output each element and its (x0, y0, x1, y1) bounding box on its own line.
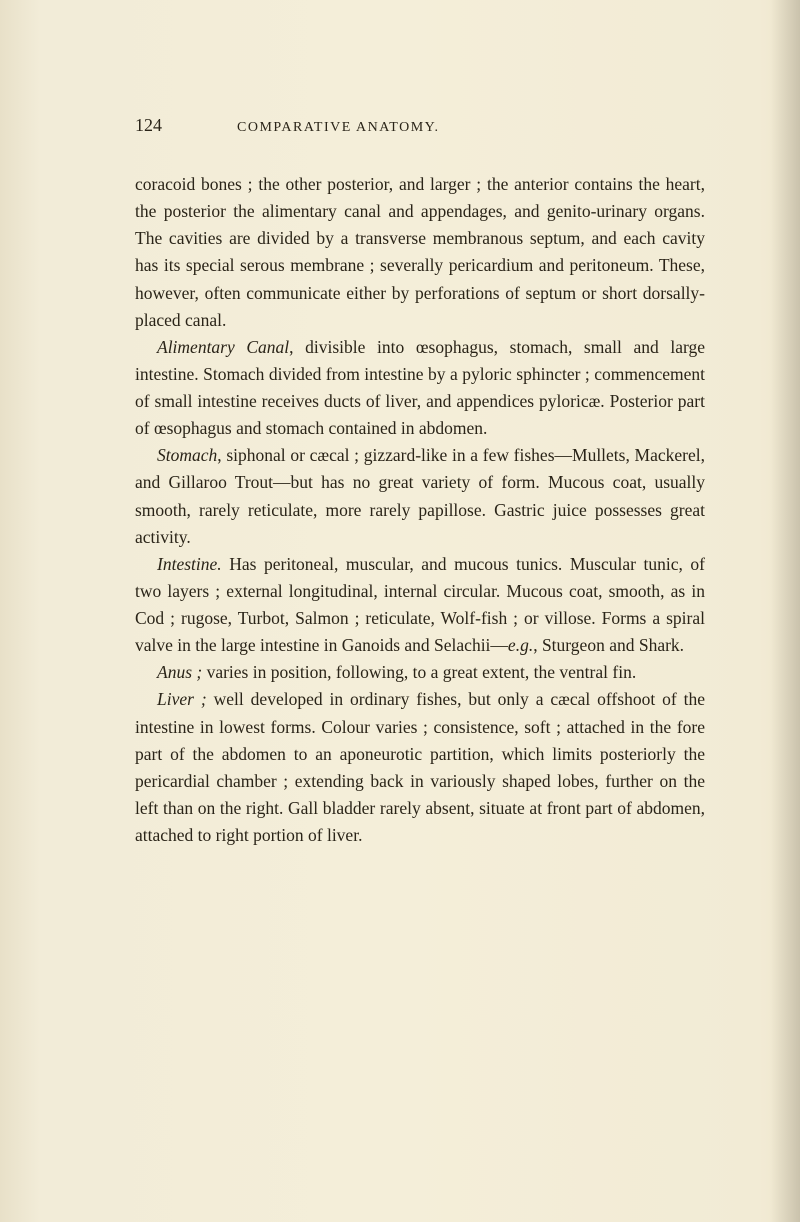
book-page: 124 COMPARATIVE ANATOMY. coracoid bones … (0, 0, 800, 1222)
body-text: coracoid bones ; the other posterior, an… (135, 171, 705, 849)
paragraph: Stomach, siphonal or cæcal ; gizzard-lik… (135, 442, 705, 551)
paragraph: Anus ; varies in position, following, to… (135, 659, 705, 686)
paragraph: Alimentary Canal, divisible into œsophag… (135, 334, 705, 443)
paragraph: Intestine. Has peritoneal, muscular, and… (135, 551, 705, 660)
page-number: 124 (135, 115, 162, 136)
paragraph: Liver ; well developed in ordinary fishe… (135, 686, 705, 849)
paragraph: coracoid bones ; the other posterior, an… (135, 171, 705, 334)
running-head: COMPARATIVE ANATOMY. (237, 120, 439, 136)
page-header: 124 COMPARATIVE ANATOMY. (135, 115, 705, 136)
